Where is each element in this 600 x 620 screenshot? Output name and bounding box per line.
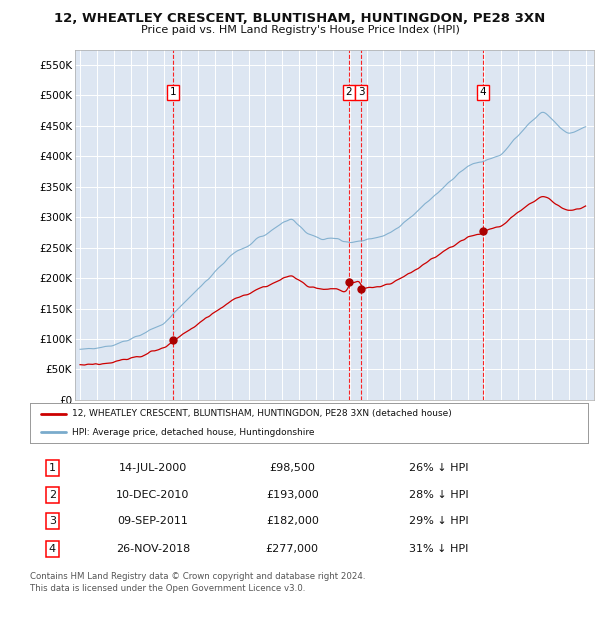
Text: £182,000: £182,000 [266,516,319,526]
Text: £193,000: £193,000 [266,490,319,500]
Text: 14-JUL-2000: 14-JUL-2000 [119,463,187,473]
Text: 2: 2 [346,87,352,97]
Text: 29% ↓ HPI: 29% ↓ HPI [409,516,469,526]
Text: 28% ↓ HPI: 28% ↓ HPI [409,490,469,500]
Text: 10-DEC-2010: 10-DEC-2010 [116,490,190,500]
Text: 31% ↓ HPI: 31% ↓ HPI [409,544,469,554]
Text: This data is licensed under the Open Government Licence v3.0.: This data is licensed under the Open Gov… [30,584,305,593]
Text: 12, WHEATLEY CRESCENT, BLUNTISHAM, HUNTINGDON, PE28 3XN (detached house): 12, WHEATLEY CRESCENT, BLUNTISHAM, HUNTI… [72,409,452,419]
Text: Price paid vs. HM Land Registry's House Price Index (HPI): Price paid vs. HM Land Registry's House … [140,25,460,35]
Text: HPI: Average price, detached house, Huntingdonshire: HPI: Average price, detached house, Hunt… [72,428,314,437]
Text: £98,500: £98,500 [269,463,315,473]
Text: 1: 1 [49,463,56,473]
Text: 4: 4 [49,544,56,554]
Text: 1: 1 [170,87,176,97]
Text: Contains HM Land Registry data © Crown copyright and database right 2024.: Contains HM Land Registry data © Crown c… [30,572,365,581]
Text: 26-NOV-2018: 26-NOV-2018 [116,544,190,554]
Text: 12, WHEATLEY CRESCENT, BLUNTISHAM, HUNTINGDON, PE28 3XN: 12, WHEATLEY CRESCENT, BLUNTISHAM, HUNTI… [55,12,545,25]
Text: 3: 3 [358,87,365,97]
Text: 26% ↓ HPI: 26% ↓ HPI [409,463,469,473]
Text: 09-SEP-2011: 09-SEP-2011 [118,516,188,526]
Text: 4: 4 [479,87,486,97]
Text: 3: 3 [49,516,56,526]
Text: £277,000: £277,000 [266,544,319,554]
Text: 2: 2 [49,490,56,500]
